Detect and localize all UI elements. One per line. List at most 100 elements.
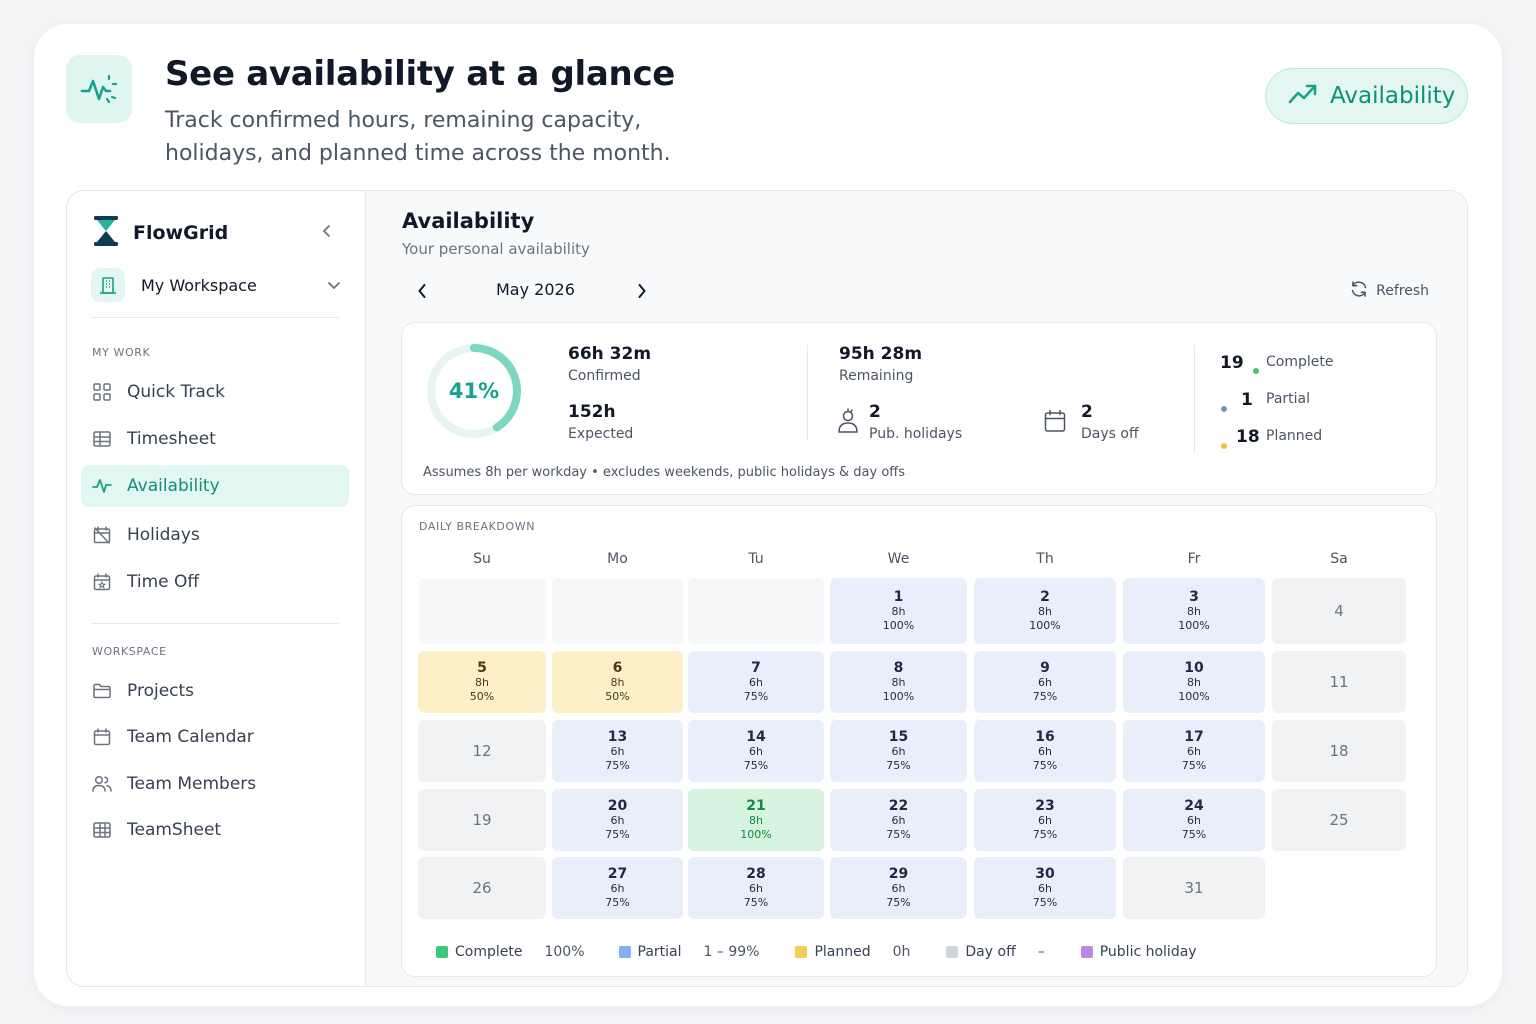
weekday-label: Th	[1036, 551, 1054, 567]
empty-day-cell	[552, 578, 683, 644]
day-number: 17	[1184, 729, 1204, 745]
day-percent: 75%	[1032, 759, 1058, 772]
day-cell[interactable]: 6 8h 50%	[552, 651, 683, 713]
day-percent: 75%	[1032, 690, 1058, 703]
day-cell[interactable]: 8 8h 100%	[830, 651, 967, 713]
day-cell[interactable]: 7 6h 75%	[688, 651, 824, 713]
day-number: 20	[607, 798, 628, 814]
availability-badge[interactable]: Availability	[1265, 68, 1468, 124]
nav-item-label: TeamSheet	[127, 820, 222, 840]
section-label-workspace: WORKSPACE	[92, 645, 167, 658]
day-hours: 8h	[1187, 605, 1201, 618]
planned-count: 18	[1236, 427, 1260, 447]
day-number: 14	[746, 729, 766, 745]
day-hours: 8h	[1038, 605, 1052, 618]
brand-name: FlowGrid	[133, 222, 229, 244]
day-cell[interactable]: 2 8h 100%	[974, 578, 1116, 644]
day-cell[interactable]: 1 8h 100%	[830, 578, 967, 644]
day-cell[interactable]: 18	[1272, 720, 1406, 782]
brand[interactable]: FlowGrid	[93, 215, 228, 251]
day-cell[interactable]: 14 6h 75%	[688, 720, 824, 782]
day-cell[interactable]: 21 8h 100%	[688, 789, 824, 851]
page-subtitle: Track confirmed hours, remaining capacit…	[165, 108, 671, 166]
nav-item-quick-track[interactable]: Quick Track	[81, 371, 349, 413]
day-cell[interactable]: 15 6h 75%	[830, 720, 967, 782]
collapse-sidebar-button[interactable]	[317, 221, 337, 241]
day-cell[interactable]: 17 6h 75%	[1123, 720, 1265, 782]
weekday-label: Sa	[1330, 551, 1348, 567]
workspace-selector[interactable]: My Workspace	[91, 267, 341, 303]
day-number: 28	[746, 866, 766, 882]
day-cell[interactable]: 26	[418, 857, 546, 919]
day-percent: 75%	[886, 896, 911, 909]
nav-item-holidays[interactable]: Holidays	[81, 514, 349, 556]
day-percent: 75%	[743, 896, 769, 909]
day-hours: 6h	[1038, 882, 1052, 895]
day-hours: 8h	[475, 676, 489, 689]
day-cell[interactable]: 31	[1123, 857, 1265, 919]
nav-item-timesheet[interactable]: Timesheet	[81, 418, 349, 460]
day-percent: 100%	[740, 828, 772, 841]
day-hours: 6h	[891, 745, 906, 758]
day-cell[interactable]: 12	[418, 720, 546, 782]
day-number: 19	[472, 811, 492, 829]
day-number: 3	[1189, 589, 1199, 605]
day-cell[interactable]: 22 6h 75%	[830, 789, 967, 851]
day-cell[interactable]: 11	[1272, 651, 1406, 713]
month-label: May 2026	[496, 280, 575, 299]
weekday-label: Tu	[748, 551, 764, 567]
day-cell[interactable]: 9 6h 75%	[974, 651, 1116, 713]
nav-item-availability[interactable]: Availability	[81, 465, 349, 507]
refresh-button[interactable]: Refresh	[1350, 280, 1429, 302]
weekday-label: Mo	[607, 551, 628, 567]
main-content: Availability Your personal availability …	[366, 191, 1467, 986]
partial-label: Partial	[1266, 391, 1310, 407]
day-percent: 75%	[605, 759, 630, 772]
day-hours: 6h	[749, 882, 763, 895]
day-cell[interactable]: 23 6h 75%	[974, 789, 1116, 851]
day-percent: 100%	[882, 690, 915, 703]
day-cell[interactable]: 28 6h 75%	[688, 857, 824, 919]
legend-item: Public holiday	[1080, 944, 1197, 960]
day-number: 11	[1329, 673, 1349, 691]
day-cell[interactable]: 19	[418, 789, 546, 851]
day-cell[interactable]: 4	[1272, 578, 1406, 644]
day-hours: 6h	[1187, 745, 1201, 758]
day-number: 21	[746, 798, 766, 814]
day-number: 13	[607, 729, 628, 745]
legend-item: Day off –	[946, 944, 1045, 960]
nav-item-team-calendar[interactable]: Team Calendar	[81, 716, 349, 758]
grid-icon	[91, 381, 113, 403]
legend-swatch	[436, 946, 448, 958]
day-cell[interactable]: 25	[1272, 789, 1406, 851]
calendar-off-icon	[91, 524, 113, 546]
divider	[91, 623, 339, 624]
nav-item-team-members[interactable]: Team Members	[81, 763, 349, 805]
next-month-button[interactable]	[630, 279, 654, 303]
day-cell[interactable]: 3 8h 100%	[1123, 578, 1265, 644]
day-cell[interactable]: 30 6h 75%	[974, 857, 1116, 919]
partial-count: 1	[1241, 390, 1253, 410]
day-percent: 75%	[1181, 759, 1207, 772]
day-cell[interactable]: 5 8h 50%	[418, 651, 546, 713]
day-percent: 75%	[886, 759, 911, 772]
daysoff-label: Days off	[1081, 426, 1139, 442]
nav-item-time-off[interactable]: Time Off	[81, 561, 349, 603]
day-cell[interactable]: 10 8h 100%	[1123, 651, 1265, 713]
day-percent: 75%	[1032, 828, 1058, 841]
day-cell[interactable]: 20 6h 75%	[552, 789, 683, 851]
empty-day-cell	[688, 578, 824, 644]
day-cell[interactable]: 29 6h 75%	[830, 857, 967, 919]
day-percent: 75%	[1032, 896, 1058, 909]
prev-month-button[interactable]	[410, 279, 434, 303]
day-number: 29	[888, 866, 909, 882]
day-cell[interactable]: 13 6h 75%	[552, 720, 683, 782]
nav-item-teamsheet[interactable]: TeamSheet	[81, 809, 349, 851]
nav-item-projects[interactable]: Projects	[81, 670, 349, 712]
day-cell[interactable]: 27 6h 75%	[552, 857, 683, 919]
expected-label: Expected	[568, 426, 634, 442]
pulse-icon	[66, 55, 132, 123]
day-cell[interactable]: 24 6h 75%	[1123, 789, 1265, 851]
day-cell[interactable]: 16 6h 75%	[974, 720, 1116, 782]
complete-label: Complete	[1266, 354, 1334, 370]
